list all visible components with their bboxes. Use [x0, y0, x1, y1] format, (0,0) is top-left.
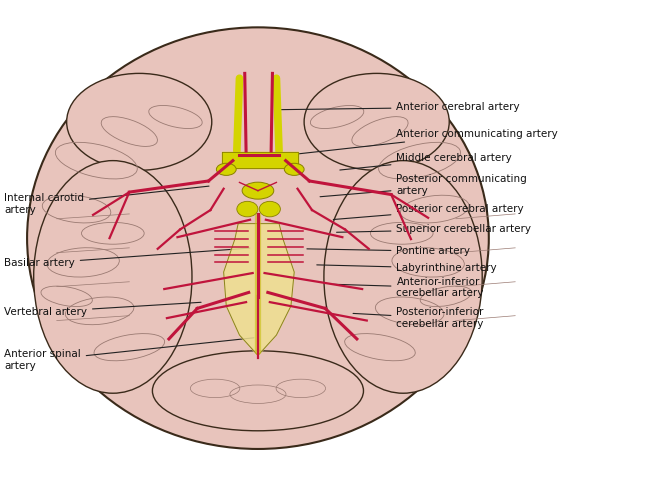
Ellipse shape — [67, 73, 212, 170]
Text: Anterior-inferior
cerebellar artery: Anterior-inferior cerebellar artery — [333, 277, 484, 298]
Ellipse shape — [34, 160, 192, 393]
Text: Anterior spinal
artery: Anterior spinal artery — [4, 338, 254, 371]
Text: Anterior communicating artery: Anterior communicating artery — [284, 129, 558, 156]
Ellipse shape — [27, 27, 488, 449]
Text: Basilar artery: Basilar artery — [4, 248, 250, 268]
Text: Middle cerebral artery: Middle cerebral artery — [340, 153, 512, 170]
Text: Internal carotid
artery: Internal carotid artery — [4, 186, 209, 215]
Text: Posterior-inferior
cerebellar artery: Posterior-inferior cerebellar artery — [353, 307, 484, 329]
Text: Superior cerebellar artery: Superior cerebellar artery — [336, 225, 531, 234]
Polygon shape — [221, 152, 297, 168]
Ellipse shape — [242, 182, 274, 199]
Text: Vertebral artery: Vertebral artery — [4, 302, 201, 317]
Text: Posterior cerebral artery: Posterior cerebral artery — [333, 204, 524, 220]
Circle shape — [259, 201, 280, 217]
Text: Labyrinthine artery: Labyrinthine artery — [317, 263, 497, 273]
Ellipse shape — [153, 351, 364, 431]
Ellipse shape — [284, 163, 304, 175]
Polygon shape — [223, 224, 294, 355]
Text: Anterior cerebral artery: Anterior cerebral artery — [277, 103, 520, 112]
Text: Posterior communicating
artery: Posterior communicating artery — [320, 174, 527, 197]
Circle shape — [237, 201, 258, 217]
Ellipse shape — [304, 73, 449, 170]
Ellipse shape — [216, 163, 236, 175]
Text: Pontine artery: Pontine artery — [307, 246, 471, 256]
Ellipse shape — [324, 160, 483, 393]
